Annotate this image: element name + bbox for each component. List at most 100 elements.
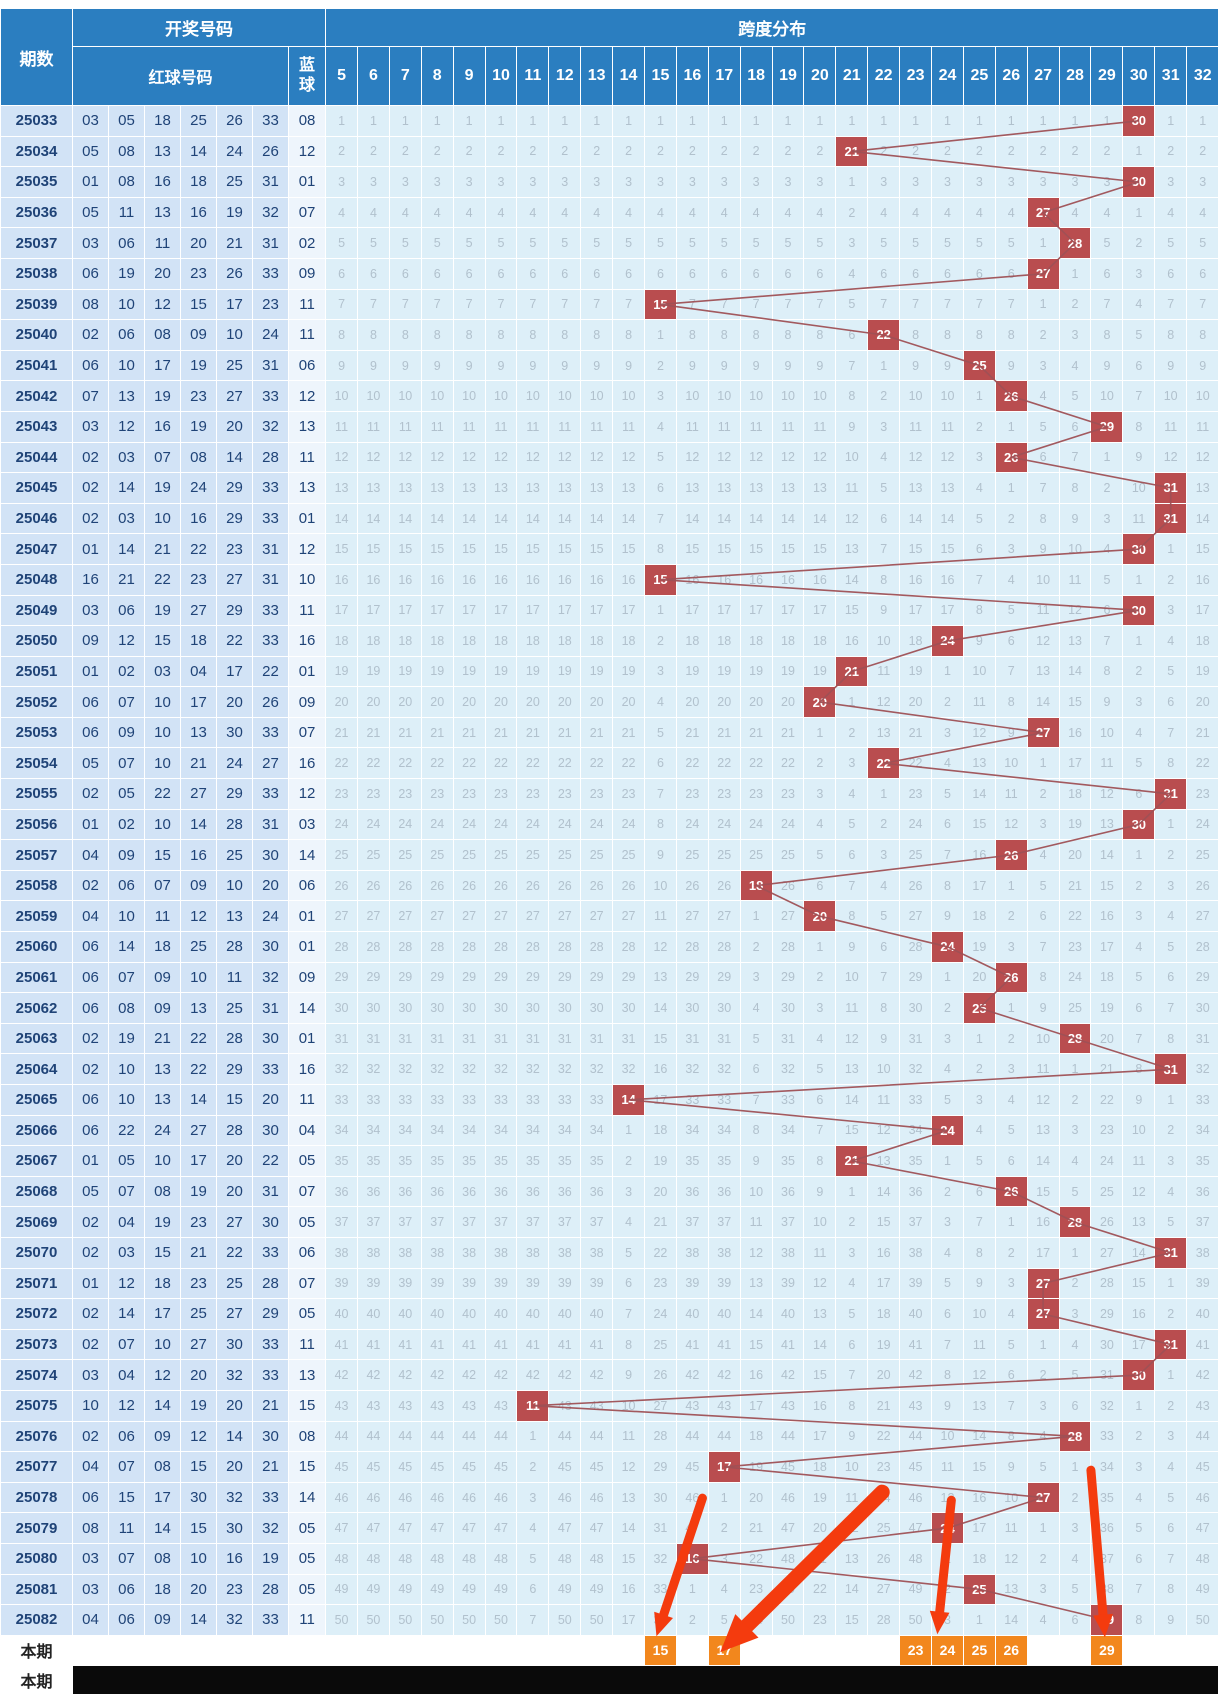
span-miss-cell: 37 (580, 1206, 614, 1238)
period-cell: 25071 (0, 1267, 73, 1300)
span-col-header: 25 (962, 46, 996, 106)
span-miss-cell: 25 (1090, 1175, 1124, 1208)
span-miss-cell: 33 (388, 1084, 422, 1116)
span-miss-cell: 23 (420, 778, 454, 810)
span-miss-cell: 31 (612, 1022, 645, 1055)
span-hit-cell: 17 (707, 1451, 741, 1483)
span-miss-cell: 27 (516, 900, 550, 933)
period-cell: 25066 (0, 1114, 73, 1147)
red-ball-number: 14 (180, 808, 217, 841)
span-miss-cell: 19 (548, 655, 582, 688)
red-ball-number: 10 (144, 716, 181, 749)
recommended-span-cell: 25 (962, 1634, 996, 1666)
span-miss-cell: 14 (867, 1175, 901, 1208)
span-miss-cell: 30 (644, 1481, 677, 1514)
span-miss-cell: 18 (962, 900, 996, 933)
span-miss-cell: 35 (899, 1145, 933, 1177)
span-miss-cell: 29 (771, 961, 805, 994)
span-miss-cell: 2 (516, 1451, 550, 1483)
span-miss-cell: 46 (484, 1481, 518, 1514)
draw-row: 25075 10 12 14 19 20 21 15 43 43 43 43 43 43 11 43 43 10 2… (0, 1389, 1218, 1422)
span-miss-cell: 2 (867, 135, 901, 168)
blue-ball-number: 04 (287, 1114, 327, 1147)
span-miss-cell: 38 (548, 1236, 582, 1269)
span-miss-cell: 32 (580, 1053, 614, 1085)
span-miss-cell: 20 (739, 686, 773, 718)
blue-ball-number: 01 (287, 931, 327, 963)
span-miss-cell: 3 (994, 1053, 1028, 1085)
red-ball-number: 17 (216, 655, 253, 688)
bonus-row-label: 本期 (0, 1634, 73, 1666)
red-ball-number: 02 (72, 1236, 109, 1269)
span-miss-cell: 5 (1122, 747, 1156, 780)
span-miss-cell: 9 (1058, 502, 1092, 535)
span-miss-cell: 1 (931, 655, 964, 688)
bonus-empty-cell (1122, 1634, 1156, 1666)
red-ball-number: 10 (180, 1542, 217, 1575)
span-miss-cell: 5 (1122, 319, 1156, 351)
span-miss-cell: 1 (994, 992, 1028, 1024)
period-cell: 25039 (0, 288, 73, 321)
span-miss-cell: 16 (1026, 1206, 1060, 1238)
span-miss-cell: 1 (994, 472, 1028, 504)
span-miss-cell: 3 (1154, 869, 1188, 902)
span-miss-cell: 37 (771, 1206, 805, 1238)
span-miss-cell: 1 (1058, 1236, 1092, 1269)
period-cell: 25082 (0, 1604, 73, 1636)
span-miss-cell: 41 (325, 1328, 358, 1361)
span-miss-cell: 30 (420, 992, 454, 1024)
span-miss-cell: 2 (675, 135, 709, 168)
span-miss-cell: 41 (1186, 1328, 1218, 1361)
span-miss-cell: 16 (1122, 1298, 1156, 1330)
span-miss-cell: 18 (612, 625, 645, 657)
span-miss-cell: 24 (548, 808, 582, 841)
span-miss-cell: 41 (580, 1328, 614, 1361)
span-miss-cell: 6 (548, 257, 582, 290)
span-miss-cell: 49 (325, 1573, 358, 1606)
span-miss-cell: 10 (1090, 716, 1124, 749)
draw-row: 25065 06 10 13 14 15 20 11 33 33 33 33 33 33 33 33 33 14 1… (0, 1084, 1218, 1116)
red-ball-number: 12 (108, 410, 145, 443)
span-miss-cell: 27 (420, 900, 454, 933)
span-miss-cell: 6 (420, 257, 454, 290)
draw-row: 25033 03 05 18 25 26 33 08 1 1 1 1 1 1 1 1 1 1 1 1 1 1 1 1 1 1 1 1 1… (0, 105, 1218, 137)
red-ball-number: 12 (180, 1420, 217, 1453)
blue-ball-number: 01 (287, 655, 327, 688)
red-ball-number: 02 (72, 869, 109, 902)
span-miss-cell: 7 (962, 563, 996, 596)
span-miss-cell: 46 (452, 1481, 486, 1514)
span-miss-cell: 5 (1154, 655, 1188, 688)
red-ball-number: 06 (72, 257, 109, 290)
span-miss-cell: 14 (835, 1084, 869, 1116)
red-ball-number: 15 (108, 1481, 145, 1514)
red-ball-number: 32 (216, 1481, 253, 1514)
span-miss-cell: 4 (1026, 1420, 1060, 1453)
span-miss-cell: 20 (644, 1175, 677, 1208)
span-miss-cell: 38 (899, 1236, 933, 1269)
span-miss-cell: 7 (1026, 472, 1060, 504)
red-ball-number: 03 (72, 1542, 109, 1575)
span-miss-cell: 39 (452, 1267, 486, 1300)
span-miss-cell: 4 (420, 196, 454, 229)
span-miss-cell: 32 (548, 1053, 582, 1085)
span-miss-cell: 4 (739, 992, 773, 1024)
span-miss-cell: 6 (962, 1175, 996, 1208)
span-miss-cell: 17 (1122, 1328, 1156, 1361)
span-col-header: 26 (994, 46, 1028, 106)
span-miss-cell: 5 (1058, 1175, 1092, 1208)
red-ball-number: 30 (180, 1481, 217, 1514)
span-miss-cell: 7 (994, 1389, 1028, 1422)
span-miss-cell: 16 (771, 563, 805, 596)
red-ball-number: 03 (108, 1236, 145, 1269)
period-cell: 25060 (0, 931, 73, 963)
span-miss-cell: 1 (388, 105, 422, 137)
span-miss-cell: 10 (675, 380, 709, 412)
span-miss-cell: 4 (484, 196, 518, 229)
red-ball-number: 15 (180, 1451, 217, 1483)
span-miss-cell: 10 (325, 380, 358, 412)
span-miss-cell: 6 (1058, 1389, 1092, 1422)
red-ball-number: 14 (144, 1512, 181, 1544)
span-miss-cell: 15 (899, 533, 933, 565)
red-ball-number: 31 (252, 166, 289, 198)
span-miss-cell: 26 (388, 869, 422, 902)
